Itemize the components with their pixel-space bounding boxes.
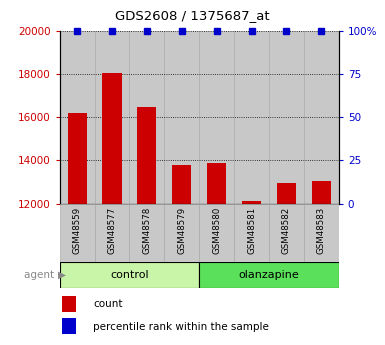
Text: GSM48559: GSM48559 [73,206,82,254]
Bar [60,204,95,262]
Bar [207,162,226,204]
Bar [60,262,199,288]
Bar [304,204,339,262]
Text: GSM48580: GSM48580 [212,206,221,254]
Bar [312,181,331,204]
Bar [164,204,199,262]
Bar [67,113,87,204]
Text: GSM48578: GSM48578 [142,206,151,254]
Bar [164,31,199,204]
Bar [242,201,261,204]
Text: GSM48579: GSM48579 [177,206,186,254]
Text: GSM48577: GSM48577 [107,206,117,254]
Bar [129,204,164,262]
Text: GSM48581: GSM48581 [247,206,256,254]
Bar [172,165,191,204]
Bar [62,296,76,312]
Bar [304,31,339,204]
Bar [102,73,122,204]
Text: GSM48583: GSM48583 [317,206,326,254]
Text: ▶: ▶ [58,270,66,280]
Text: olanzapine: olanzapine [239,270,300,280]
Text: count: count [93,299,123,309]
Bar [234,204,269,262]
Bar [199,204,234,262]
Bar [129,31,164,204]
Bar [62,318,76,334]
Text: agent: agent [24,270,58,280]
Bar [137,107,156,204]
Text: control: control [110,270,149,280]
Bar [95,204,129,262]
Text: GSM48582: GSM48582 [282,206,291,254]
Bar [95,31,129,204]
Bar [277,183,296,204]
Bar [269,31,304,204]
Bar [234,31,269,204]
Bar [199,262,339,288]
Bar [60,31,95,204]
Bar [269,204,304,262]
Text: percentile rank within the sample: percentile rank within the sample [93,322,269,332]
Text: GDS2608 / 1375687_at: GDS2608 / 1375687_at [115,9,270,22]
Bar [199,31,234,204]
